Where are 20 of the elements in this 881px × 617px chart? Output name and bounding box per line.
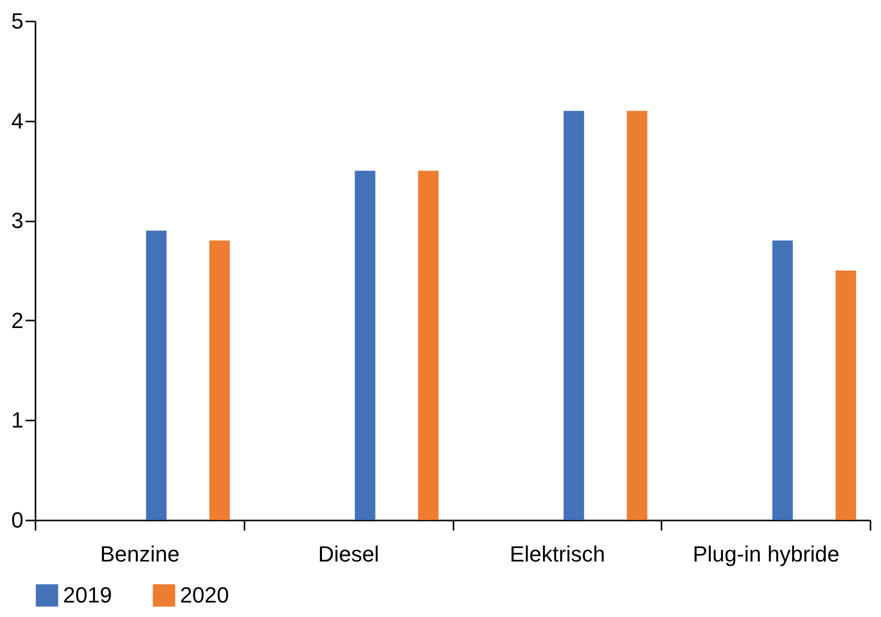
y-tick-label: 1: [11, 408, 24, 433]
y-tick-label: 2: [11, 308, 24, 333]
x-tick-label: Benzine: [100, 542, 180, 566]
y-tick-label: 5: [11, 8, 24, 34]
x-tick-label: Elektrisch: [510, 542, 606, 566]
bar: [836, 270, 856, 520]
bar: [146, 230, 167, 520]
y-tick-label: 4: [11, 108, 24, 134]
bar: [772, 240, 793, 520]
x-tick-label: Diesel: [318, 542, 380, 566]
bar: [564, 110, 584, 520]
bar: [354, 170, 376, 520]
legend-label: 2020: [180, 582, 229, 608]
x-tick-label: Plug-in hybride: [692, 542, 840, 566]
y-tick-label: 3: [11, 208, 24, 234]
bar: [209, 240, 230, 520]
y-tick-label: 0: [11, 508, 24, 532]
bar: [418, 170, 439, 520]
legend-label: 2019: [63, 582, 112, 608]
bar: [626, 110, 648, 520]
